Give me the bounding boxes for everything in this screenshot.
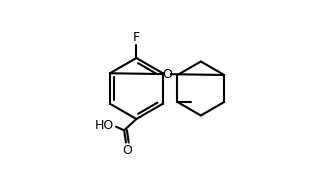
- Text: F: F: [133, 31, 140, 44]
- Text: O: O: [162, 68, 172, 81]
- Text: HO: HO: [95, 119, 114, 132]
- Text: O: O: [123, 144, 132, 157]
